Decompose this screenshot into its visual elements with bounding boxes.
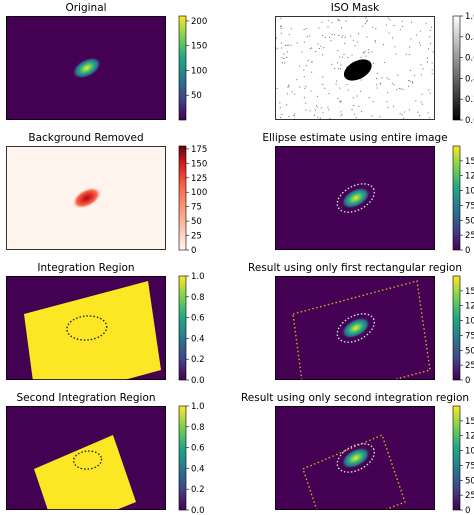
axes-frame: [6, 406, 166, 510]
colorbar-tick-label: 0: [465, 246, 470, 256]
colorbar-tick-label: 25: [465, 361, 474, 371]
colorbar-tick-label: 200: [191, 17, 207, 27]
axes-frame: [275, 146, 435, 250]
colorbar-tick-label: 75: [465, 331, 474, 341]
colorbar-tick-label: 150: [465, 417, 474, 427]
panel-8: Result using only second integration reg…: [241, 392, 474, 515]
colorbar-tick-label: 150: [191, 42, 207, 52]
source-blob: [341, 317, 371, 339]
colorbar-tick-label: 0: [465, 506, 470, 515]
colorbar-tick-label: 75: [465, 201, 474, 211]
colorbar-tick-label: 0.4: [465, 74, 474, 84]
panel-title: ISO Mask: [331, 2, 380, 14]
colorbar-tick-label: 0.8: [191, 423, 205, 433]
panel-title: Ellipse estimate using entire image: [262, 132, 447, 144]
ellipse-outline: [72, 450, 103, 470]
colorbar-tick-label: 1.0: [191, 402, 205, 412]
colorbar-tick-label: 100: [465, 317, 474, 327]
colorbar-tick-label: 25: [465, 491, 474, 501]
colorbar-tick-label: 0.8: [465, 33, 474, 43]
colorbar-tick-label: 25: [465, 231, 474, 241]
colorbar-tick-label: 75: [465, 461, 474, 471]
source-blob: [341, 187, 371, 209]
colorbar-tick-label: 0.4: [191, 334, 205, 344]
colorbar: [452, 145, 461, 251]
colorbar-tick-label: 0.6: [191, 314, 205, 324]
mask-blob: [343, 59, 372, 81]
colorbar: [178, 145, 187, 251]
colorbar-tick-label: 100: [191, 66, 207, 76]
panel-title: Second Integration Region: [16, 392, 155, 404]
colorbar: [452, 15, 461, 121]
colorbar-tick-label: 0.0: [465, 116, 474, 126]
colorbar-tick-label: 0.6: [465, 54, 474, 64]
colorbar-tick-label: 100: [465, 447, 474, 457]
colorbar-tick-label: 0.4: [191, 464, 205, 474]
colorbar-tick-label: 0: [465, 376, 470, 386]
colorbar-tick-label: 175: [191, 145, 207, 155]
panel-3: Background Removed 0 25 50 75 100 125 150 175: [6, 132, 207, 256]
colorbar-tick-label: 50: [191, 217, 202, 227]
colorbar-tick-label: 0.0: [191, 376, 205, 386]
colorbar-tick-label: 75: [191, 203, 202, 213]
ellipse-outline: [66, 315, 108, 341]
colorbar-tick-label: 0.6: [191, 444, 205, 454]
axes-frame: [275, 16, 435, 120]
colorbar-tick-label: 0.2: [191, 485, 205, 495]
axes-frame: [275, 406, 435, 510]
colorbar-tick-label: 50: [465, 476, 474, 486]
source-blob: [341, 447, 371, 469]
colorbar-tick-label: 0: [191, 246, 196, 256]
colorbar: [452, 275, 461, 381]
axes-frame: [275, 276, 435, 380]
panel-1: Original 50 100 150 200: [6, 2, 207, 121]
colorbar-tick-label: 125: [465, 172, 474, 182]
axes-frame: [6, 16, 166, 120]
colorbar-tick-label: 50: [465, 346, 474, 356]
panel-7: Second Integration Region 0.0 0.2 0.4 0.6 0.8…: [6, 392, 205, 515]
colorbar-tick-label: 150: [465, 157, 474, 167]
colorbar-tick-label: 1.0: [465, 12, 474, 22]
colorbar-tick-label: 25: [191, 232, 202, 242]
colorbar: [452, 405, 461, 511]
colorbar-tick-label: 0.8: [191, 293, 205, 303]
axes-frame: [6, 146, 166, 250]
colorbar-tick-label: 125: [465, 432, 474, 442]
panel-title: Original: [65, 2, 106, 14]
colorbar-tick-label: 50: [465, 216, 474, 226]
panel-5: Integration Region 0.0 0.2 0.4 0.6 0.8 1.0: [6, 262, 205, 386]
panel-title: Result using only second integration reg…: [241, 392, 469, 404]
colorbar: [178, 275, 187, 381]
integration-region: [34, 435, 136, 510]
colorbar-tick-label: 125: [465, 302, 474, 312]
colorbar: [178, 15, 187, 121]
panel-6: Result using only first rectangular regi…: [248, 262, 474, 386]
integration-region: [24, 281, 161, 380]
source-blob: [72, 57, 102, 79]
colorbar: [178, 405, 187, 511]
colorbar-tick-label: 150: [191, 159, 207, 169]
colorbar-tick-label: 50: [191, 91, 202, 101]
colorbar-tick-label: 0.0: [191, 506, 205, 515]
panel-title: Integration Region: [37, 262, 134, 274]
colorbar-tick-label: 150: [465, 287, 474, 297]
colorbar-tick-label: 1.0: [191, 272, 205, 282]
panel-title: Result using only first rectangular regi…: [248, 262, 462, 274]
colorbar-tick-label: 0.2: [191, 355, 205, 365]
source-blob: [72, 187, 102, 209]
colorbar-tick-label: 0.2: [465, 95, 474, 105]
region-outline: [302, 434, 406, 510]
panel-4: Ellipse estimate using entire image 0 25 50…: [262, 132, 474, 256]
axes-frame: [6, 276, 166, 380]
panel-2: ISO Mask 0.0 0.2 0.4 0.6 0.8 1.0: [275, 2, 474, 126]
colorbar-tick-label: 100: [191, 188, 207, 198]
colorbar-tick-label: 100: [465, 187, 474, 197]
panel-title: Background Removed: [28, 132, 143, 144]
colorbar-tick-label: 125: [191, 174, 207, 184]
